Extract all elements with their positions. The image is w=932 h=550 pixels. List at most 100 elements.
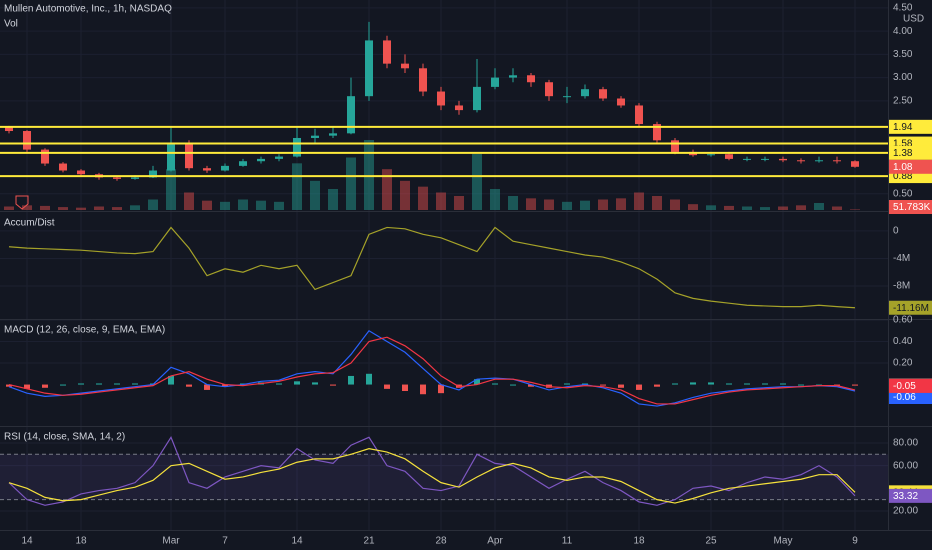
volume-bar [76, 207, 86, 210]
x-tick-label: May [774, 536, 793, 547]
histogram-bar [528, 384, 534, 387]
x-tick-label: Apr [487, 536, 503, 547]
candle-body [635, 105, 643, 125]
candle-body [5, 126, 13, 132]
candle-body [275, 156, 283, 159]
histogram-bar [474, 379, 480, 385]
candle-body [383, 40, 391, 64]
candle-body [293, 137, 301, 157]
candle-body [653, 124, 661, 141]
volume-bar [634, 192, 644, 210]
volume-bar [418, 186, 428, 210]
candle-body [833, 160, 841, 162]
volume-bar [814, 203, 824, 210]
histogram-bar [132, 383, 138, 385]
histogram-bar [780, 383, 786, 385]
y-tick-label: 60.00 [893, 460, 918, 471]
candle-body [77, 170, 85, 175]
candle-body [851, 161, 859, 167]
histogram-bar [276, 383, 282, 385]
rsi-band [0, 454, 888, 500]
candle-body [563, 96, 571, 98]
rsi-line [8, 435, 856, 506]
candle-body [239, 161, 247, 166]
volume-bar [544, 199, 554, 210]
volume-bar [292, 163, 302, 210]
histogram-bar [330, 384, 336, 386]
earnings-marker[interactable] [15, 195, 29, 210]
rsi-line [8, 448, 856, 504]
histogram-bar [636, 384, 642, 390]
series-label-bg [889, 378, 932, 393]
candle-body [113, 177, 121, 179]
volume-bar [184, 192, 194, 210]
volume-bar [148, 199, 158, 210]
volume-bar [4, 206, 14, 210]
volume-bar [652, 196, 662, 210]
histogram-bar [726, 383, 732, 385]
y-tick-label: 4.00 [893, 26, 913, 37]
y-tick-label: -4M [893, 253, 910, 264]
volume-bar [274, 201, 284, 210]
price-label: 1.08 [893, 162, 913, 173]
histogram-bar [294, 381, 300, 385]
rsi-label: 33.32 [893, 491, 918, 502]
volume-bar [364, 140, 374, 210]
volume-bar [22, 205, 32, 210]
y-tick-label: 0.60 [893, 315, 913, 326]
volume-bar [220, 201, 230, 210]
histogram-bar [672, 383, 678, 385]
price-label-bg [889, 159, 932, 174]
histogram-bar [348, 375, 354, 385]
histogram-bar [6, 384, 12, 387]
last-label-bg [889, 300, 932, 315]
earnings-icon[interactable] [15, 195, 29, 210]
histogram-bar [312, 382, 318, 385]
histogram-bar [510, 384, 516, 386]
candle-body [491, 77, 499, 87]
level-label: 1.38 [893, 148, 913, 159]
y-tick-label: 3.00 [893, 72, 913, 83]
volume-bar [742, 206, 752, 210]
volume-bar [832, 206, 842, 210]
volume-bar [724, 205, 734, 210]
candle-body [347, 96, 355, 134]
candle-body [257, 158, 265, 162]
candle-body [527, 75, 535, 83]
candle-body [545, 82, 553, 97]
candle-body [329, 133, 337, 136]
volume-bar [382, 169, 392, 210]
y-tick-label: 80.00 [893, 438, 918, 449]
x-tick-label: 9 [852, 536, 858, 547]
candle-body [23, 131, 31, 150]
volume-title: Vol [4, 19, 18, 30]
histogram-bar [852, 384, 858, 386]
volume-bar [760, 207, 770, 210]
candle-body [311, 135, 319, 138]
candle-body [473, 86, 481, 111]
histogram-bar [762, 383, 768, 385]
candle-body [365, 40, 373, 97]
histogram-bar [366, 373, 372, 385]
pane-title: Accum/Dist [4, 218, 55, 229]
x-tick-label: 11 [562, 536, 573, 547]
histogram-bar [384, 384, 390, 389]
rsi-label-bg [889, 488, 932, 503]
histogram-bar [420, 384, 426, 395]
level-label: 1.94 [893, 122, 913, 133]
volume-bar [508, 196, 518, 210]
series-label-bg [889, 390, 932, 405]
candle-body [437, 91, 445, 106]
candle-body [185, 142, 193, 169]
y-tick-label: 0.20 [893, 358, 913, 369]
x-tick-label: 18 [633, 536, 645, 547]
volume-bar [706, 205, 716, 210]
histogram-bar [60, 384, 66, 386]
candle-body [671, 140, 679, 152]
volume-bar [40, 205, 50, 210]
candle-body [509, 75, 517, 78]
volume-bar [130, 205, 140, 210]
volume-bar [778, 206, 788, 210]
candle-body [59, 163, 67, 171]
